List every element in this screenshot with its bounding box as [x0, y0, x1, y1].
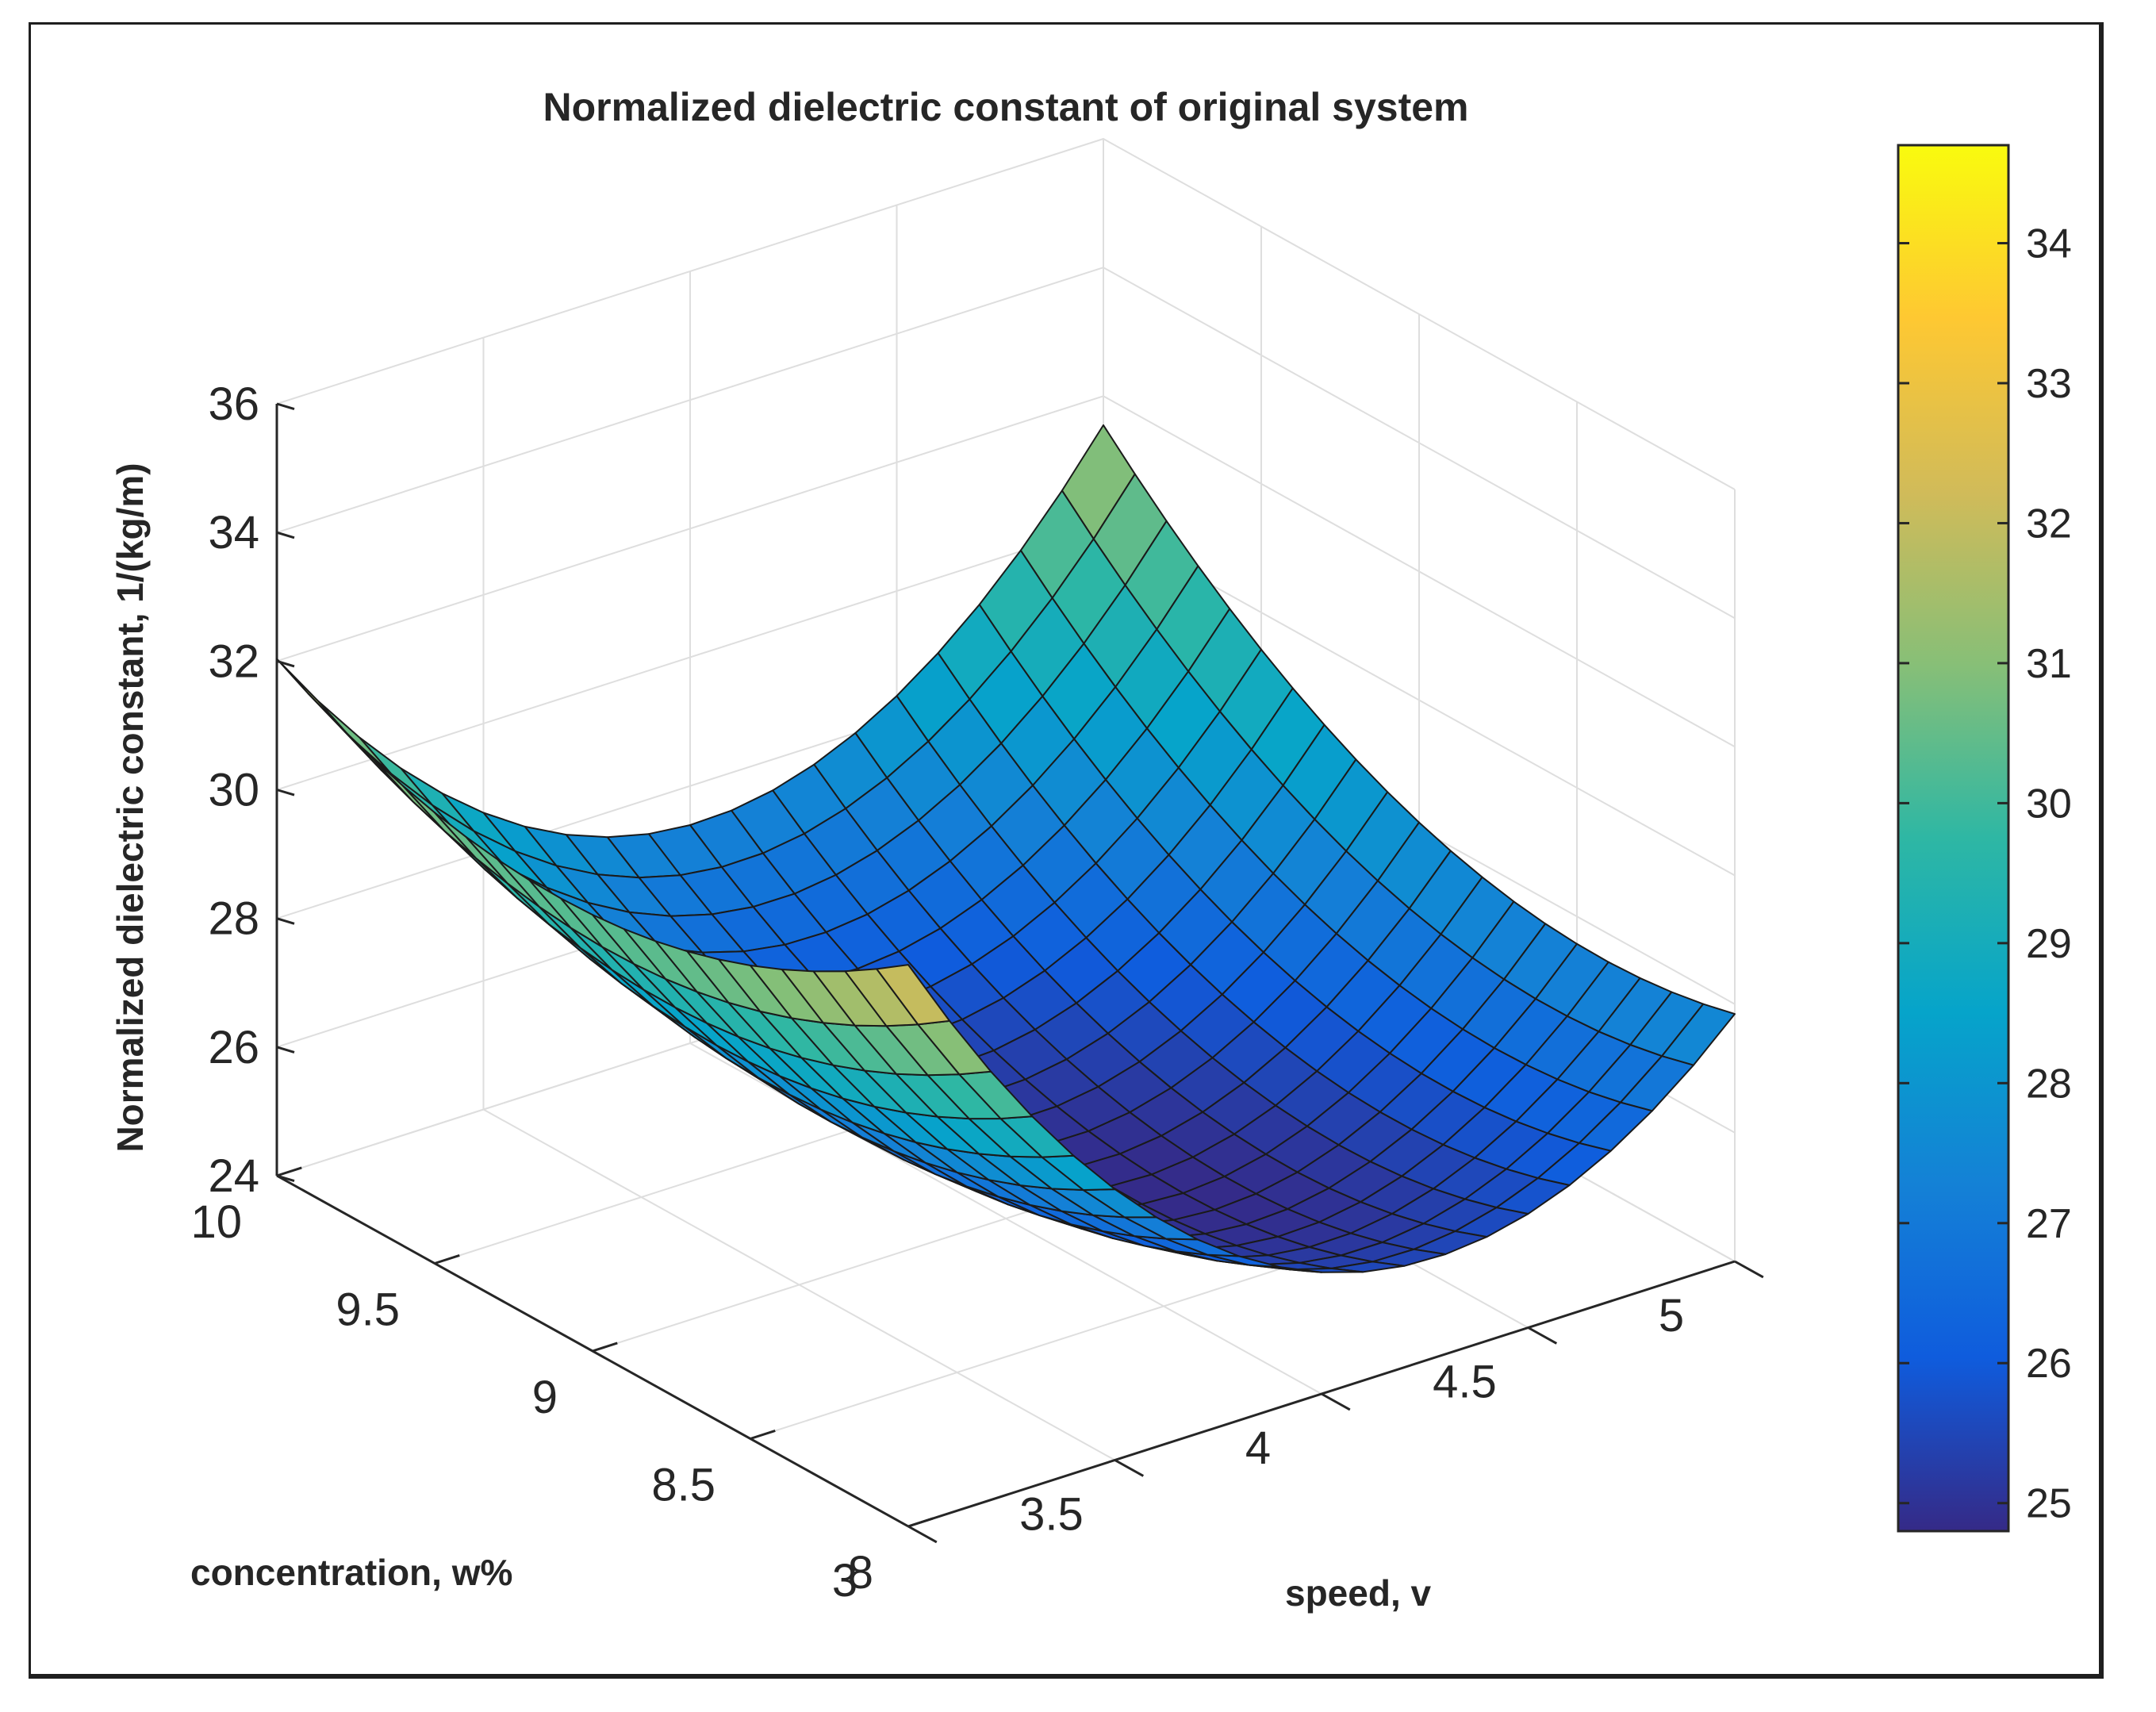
surface-layer — [276, 424, 1736, 1273]
chart-title: Normalized dielectric constant of origin… — [543, 85, 1469, 129]
z-tick-label: 32 — [208, 635, 259, 687]
colorbar-tick-label: 29 — [2026, 921, 2072, 967]
x-tick-label: 5 — [1659, 1290, 1684, 1342]
colorbar-tick-label: 31 — [2026, 641, 2072, 687]
z-tick-label: 36 — [208, 378, 259, 430]
colorbar-ramp — [1897, 144, 2010, 1533]
x-tick-label: 3 — [832, 1555, 857, 1606]
colorbar-tick-label: 32 — [2026, 501, 2072, 547]
y-tick-mark — [750, 1430, 776, 1440]
x-tick-label: 3.5 — [1019, 1489, 1084, 1541]
surface-patch — [359, 736, 434, 806]
y-tick-label: 9 — [532, 1372, 558, 1423]
colorbar: 25 26 27 28 29 30 31 32 33 34 — [1897, 144, 2072, 1533]
x-tick-label: 4.5 — [1433, 1357, 1497, 1408]
z-tick-mark — [276, 531, 295, 539]
colorbar-tick-label: 25 — [2026, 1481, 2072, 1527]
y-tick-mark — [434, 1254, 460, 1265]
surface-patch — [317, 700, 392, 775]
x-tick-mark — [907, 1525, 938, 1544]
z-tick-label: 24 — [208, 1150, 259, 1202]
colorbar-tick-label: 27 — [2026, 1201, 2072, 1247]
y-tick-label: 8.5 — [651, 1460, 715, 1511]
surface-patch — [876, 964, 951, 1026]
z-tick-mark — [276, 1174, 295, 1183]
y-tick-label: 9.5 — [336, 1284, 400, 1336]
y-axis-title: concentration, w% — [190, 1552, 512, 1593]
y-tick-label: 10 — [190, 1196, 242, 1248]
grid-line-z — [276, 137, 1736, 490]
x-axis-title: speed, v — [1285, 1572, 1432, 1614]
z-tick-label: 30 — [208, 765, 259, 816]
z-tick-mark — [276, 402, 295, 411]
y-tick-mark — [276, 1166, 302, 1177]
z-tick-label: 26 — [208, 1022, 259, 1073]
z-axis-title: Normalized dielectric constant, 1/(kg/m) — [109, 463, 151, 1152]
x-tick-mark — [1734, 1260, 1764, 1279]
colorbar-tick-label: 28 — [2026, 1061, 2072, 1107]
colorbar-ticks: 25 26 27 28 29 30 31 32 33 34 — [1898, 221, 2072, 1527]
x-tick-mark — [1114, 1459, 1145, 1477]
z-tick-label: 34 — [208, 507, 259, 559]
colorbar-tick-label: 30 — [2026, 781, 2072, 827]
x-tick-mark — [1527, 1326, 1558, 1345]
y-tick-mark — [592, 1342, 618, 1353]
z-tick-mark — [276, 1046, 295, 1054]
colorbar-tick-label: 34 — [2026, 221, 2072, 267]
x-tick-label: 4 — [1245, 1422, 1271, 1474]
colorbar-tick-label: 26 — [2026, 1341, 2072, 1387]
y-tick-label: 8 — [848, 1547, 873, 1599]
colorbar-tick-label: 33 — [2026, 361, 2072, 407]
z-tick-mark — [276, 789, 295, 797]
grid-line-z — [276, 267, 1736, 620]
y-tick-mark — [907, 1517, 934, 1528]
z-tick-mark — [276, 917, 295, 925]
x-tick-mark — [1321, 1392, 1351, 1411]
z-tick-mark — [276, 659, 295, 668]
z-tick-label: 28 — [208, 893, 259, 945]
